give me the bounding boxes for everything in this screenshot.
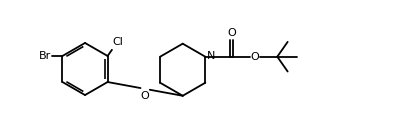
Text: O: O (250, 52, 259, 62)
Text: O: O (227, 28, 236, 38)
Text: O: O (141, 91, 150, 101)
Text: Br: Br (39, 51, 52, 61)
Text: Cl: Cl (112, 37, 123, 47)
Text: N: N (207, 51, 215, 61)
